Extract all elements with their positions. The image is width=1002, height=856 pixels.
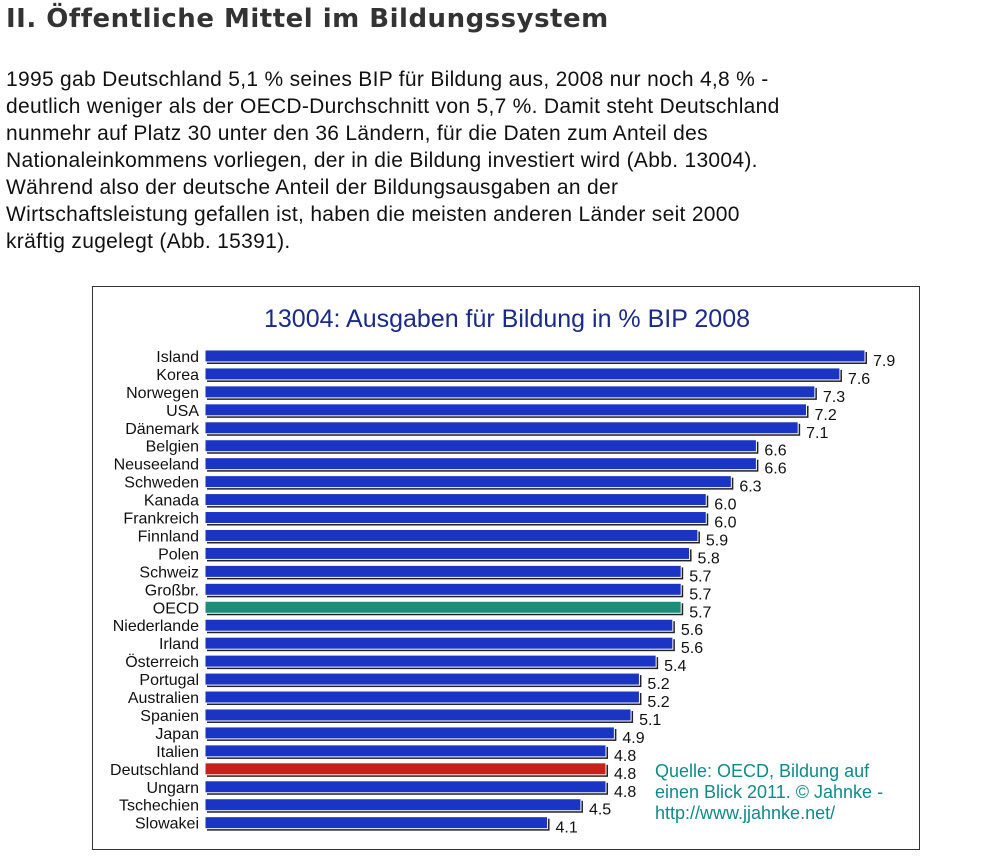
bar-12 (204, 564, 682, 578)
category-label: USA (166, 403, 199, 420)
paragraph-line: Wirtschaftsleistung gefallen ist, haben … (6, 203, 740, 226)
bar-0 (204, 349, 866, 363)
category-label: Großbr. (145, 582, 199, 599)
category-label: Australien (128, 690, 199, 707)
bar-20 (204, 708, 632, 722)
value-label: 5.7 (689, 586, 711, 603)
value-label: 7.6 (848, 371, 870, 388)
value-label: 4.1 (556, 820, 578, 837)
bar-26 (204, 816, 549, 830)
chart-title: 13004: Ausgaben für Bildung in % BIP 200… (264, 305, 750, 333)
category-label: Dänemark (125, 421, 200, 438)
value-label: 7.2 (815, 407, 837, 424)
bar-18 (204, 672, 640, 686)
category-label: Island (156, 349, 199, 366)
value-label: 4.9 (622, 730, 644, 747)
category-label: Neuseeland (114, 457, 199, 474)
bar-7 (204, 475, 732, 489)
category-label: Spanien (140, 708, 199, 725)
bar-9 (204, 511, 707, 525)
value-label: 6.0 (714, 497, 736, 514)
bar-23 (204, 762, 607, 776)
bar-14 (204, 600, 682, 614)
bar-4 (204, 421, 799, 435)
paragraph-line: 1995 gab Deutschland 5,1 % seines BIP fü… (6, 68, 769, 91)
bar-13 (204, 582, 682, 596)
value-label: 6.0 (714, 515, 736, 532)
category-label: Kanada (144, 493, 199, 510)
value-label: 5.8 (698, 550, 720, 567)
bar-5 (204, 439, 757, 453)
paragraph-line: deutlich weniger als der OECD-Durchschni… (6, 95, 780, 118)
value-label: 5.2 (647, 676, 669, 693)
bar-22 (204, 744, 607, 758)
intro-paragraph: 1995 gab Deutschland 5,1 % seines BIP fü… (6, 66, 996, 255)
category-label: Schweiz (139, 564, 199, 581)
value-label: 4.8 (614, 784, 636, 801)
value-label: 4.5 (589, 802, 611, 819)
value-label: 5.7 (689, 604, 711, 621)
category-label: Slowakei (135, 816, 199, 833)
bar-16 (204, 636, 674, 650)
category-label: Korea (156, 367, 199, 384)
chart-frame: 13004: Ausgaben für Bildung in % BIP 200… (92, 286, 920, 850)
value-label: 7.3 (823, 389, 845, 406)
bar-8 (204, 493, 707, 507)
bar-10 (204, 528, 699, 542)
category-label: Portugal (139, 672, 199, 689)
category-label: Niederlande (113, 618, 199, 635)
value-label: 5.1 (639, 712, 661, 729)
bar-chart: 13004: Ausgaben für Bildung in % BIP 200… (110, 305, 895, 837)
category-label: Frankreich (123, 511, 199, 528)
bar-15 (204, 618, 674, 632)
paragraph-line: nunmehr auf Platz 30 unter den 36 Länder… (6, 122, 708, 145)
bar-2 (204, 385, 816, 399)
bar-24 (204, 780, 607, 794)
value-label: 4.8 (614, 748, 636, 765)
bar-6 (204, 457, 757, 471)
category-label: Schweden (124, 475, 199, 492)
source-note: Quelle: OECD, Bildung auf einen Blick 20… (655, 761, 883, 824)
value-label: 5.6 (681, 622, 703, 639)
category-label: Ungarn (147, 780, 199, 797)
value-label: 5.6 (681, 640, 703, 657)
source-line: einen Blick 2011. © Jahnke - (655, 782, 884, 802)
category-label: Norwegen (126, 385, 199, 402)
value-label: 7.9 (873, 353, 895, 370)
category-label: Italien (156, 744, 199, 761)
category-label: Deutschland (110, 762, 199, 779)
bar-11 (204, 546, 691, 560)
category-label: Tschechien (119, 798, 199, 815)
value-label: 5.4 (664, 658, 686, 675)
section-heading: II. Öffentliche Mittel im Bildungssystem (6, 4, 609, 34)
value-label: 7.1 (806, 425, 828, 442)
category-label: Polen (158, 546, 199, 563)
paragraph-line: kräftig zugelegt (Abb. 15391). (6, 230, 291, 253)
bar-19 (204, 690, 640, 704)
bar-21 (204, 726, 615, 740)
source-line: Quelle: OECD, Bildung auf (655, 761, 870, 781)
category-label: Irland (159, 636, 199, 653)
category-label: Österreich (125, 653, 199, 671)
value-label: 5.7 (689, 568, 711, 585)
value-label: 5.9 (706, 532, 728, 549)
value-label: 6.6 (764, 461, 786, 478)
value-label: 6.6 (764, 443, 786, 460)
category-label: Belgien (146, 439, 199, 456)
bar-1 (204, 367, 841, 381)
category-label: Finnland (138, 528, 199, 545)
value-label: 5.2 (647, 694, 669, 711)
paragraph-line: Während also der deutsche Anteil der Bil… (6, 176, 619, 199)
bar-3 (204, 403, 808, 417)
value-label: 6.3 (739, 479, 761, 496)
category-label: Japan (155, 726, 199, 743)
bar-25 (204, 798, 582, 812)
value-label: 4.8 (614, 766, 636, 783)
paragraph-line: Nationaleinkommens vorliegen, der in die… (6, 149, 758, 172)
bar-17 (204, 654, 657, 668)
source-line: http://www.jjahnke.net/ (655, 803, 836, 823)
category-label: OECD (153, 600, 199, 617)
